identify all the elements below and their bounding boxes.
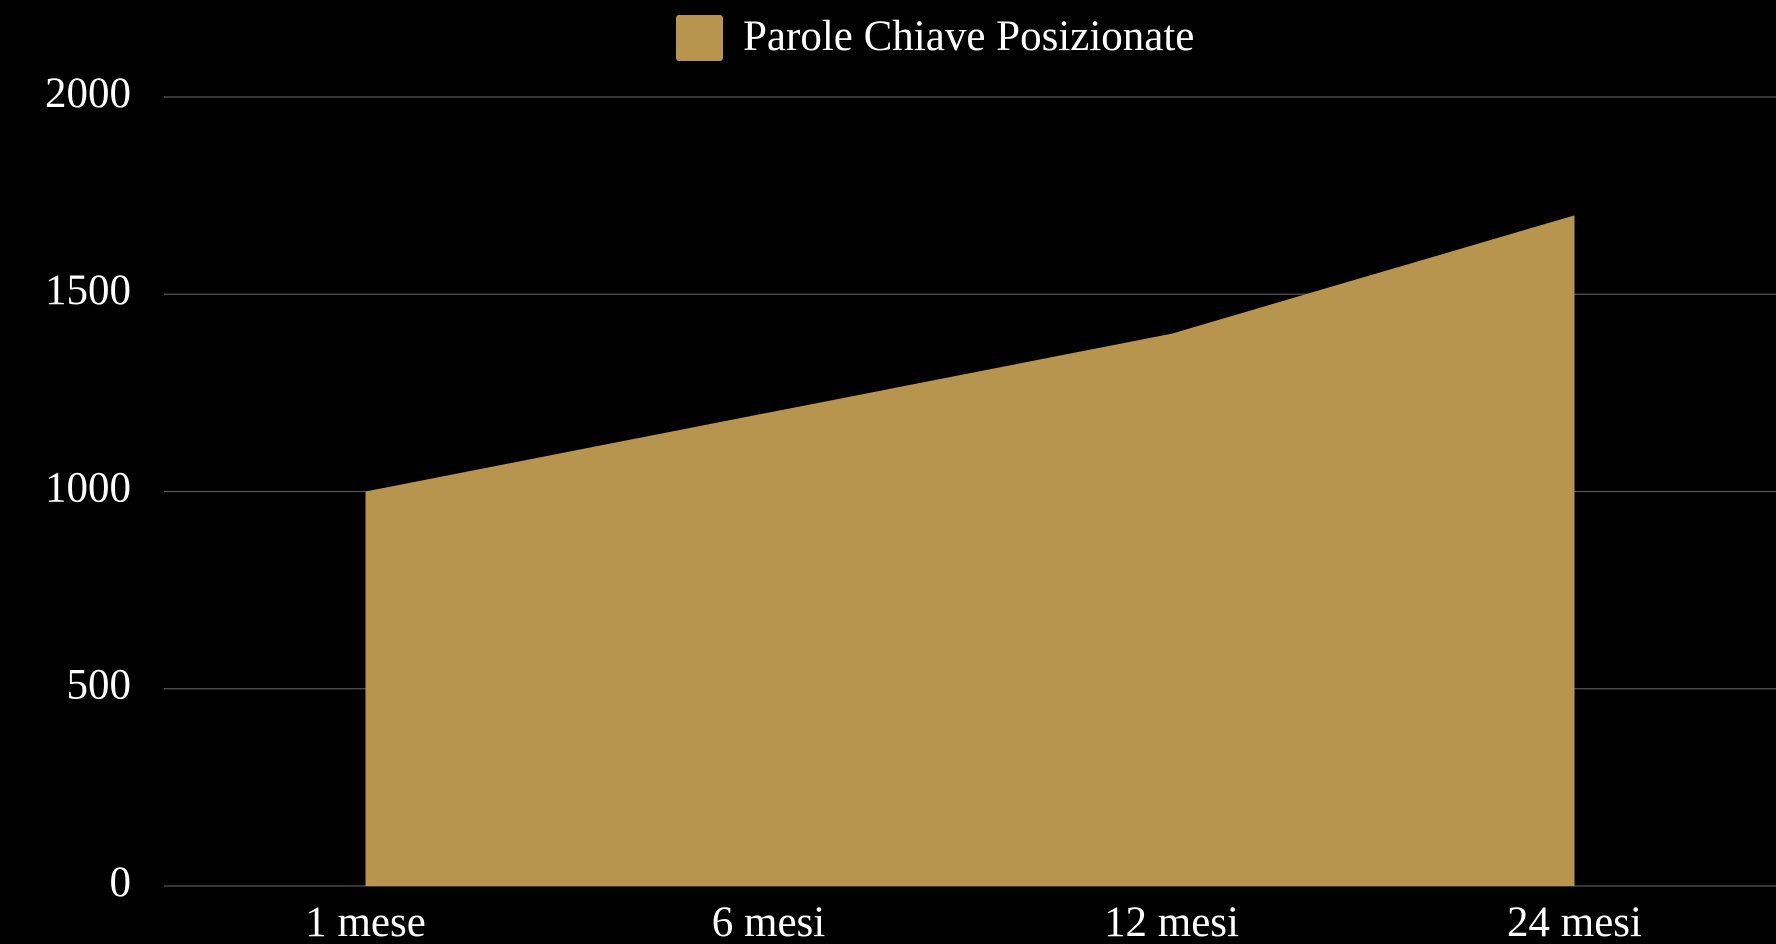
legend-swatch [676,15,723,61]
x-tick-label: 24 mesi [1507,899,1642,944]
legend-label: Parole Chiave Posizionate [743,13,1194,60]
x-tick-label: 1 mese [305,899,426,944]
y-tick-label: 2000 [45,70,131,117]
y-tick-label: 1000 [45,464,131,511]
x-tick-label: 12 mesi [1104,899,1239,944]
area [365,215,1575,887]
y-tick-label: 500 [67,662,132,709]
y-tick-label: 0 [110,859,132,906]
x-tick-label: 6 mesi [712,899,826,944]
y-tick-label: 1500 [45,267,131,314]
